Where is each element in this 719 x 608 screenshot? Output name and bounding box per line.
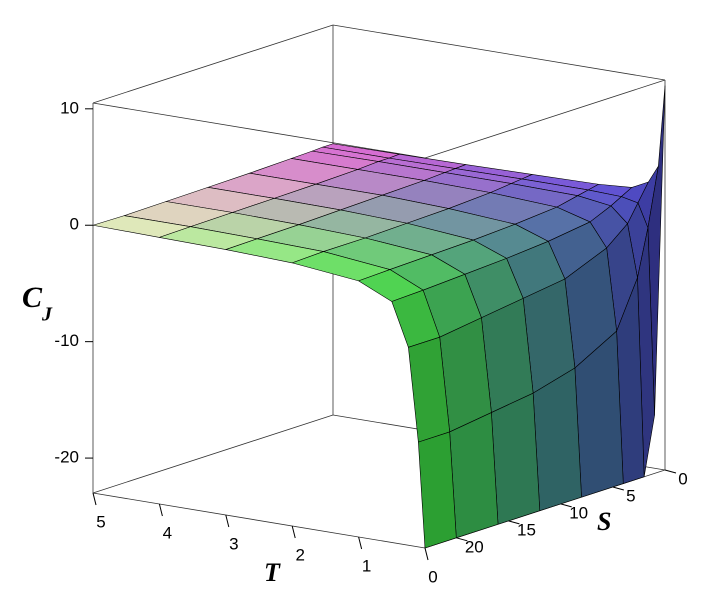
x-tick-label: 3 (229, 534, 238, 553)
box-edge (92, 414, 334, 494)
box-edge (424, 79, 666, 159)
x-tick (225, 514, 230, 528)
surface-patch (532, 367, 582, 511)
y-tick-label: 20 (465, 537, 484, 556)
x-axis-label: T (264, 558, 281, 587)
x-tick-label: 0 (428, 567, 437, 586)
y-tick-label: 5 (626, 486, 635, 505)
x-tick (358, 536, 363, 550)
box-edge (332, 24, 666, 81)
z-axis-label: C (22, 281, 43, 314)
x-tick-label: 4 (163, 523, 172, 542)
z-tick-label: -10 (54, 331, 79, 350)
y-tick (456, 537, 468, 542)
z-tick-label: -20 (54, 448, 79, 467)
y-tick (612, 486, 624, 491)
x-tick-label: 5 (96, 512, 105, 531)
surface-patch (449, 412, 499, 539)
z-tick-label: 0 (70, 215, 79, 234)
z-tick-label: 10 (60, 98, 79, 117)
y-tick-label: 0 (678, 469, 687, 488)
surface-patch (418, 431, 457, 549)
surface-patch (491, 392, 541, 525)
y-tick-label: 10 (569, 503, 588, 522)
box-edge (92, 24, 334, 104)
z-axis-label-subscript: J (41, 304, 53, 326)
x-tick (424, 547, 429, 561)
x-tick-label: 1 (362, 556, 371, 575)
y-tick (560, 503, 572, 508)
box-edge (92, 492, 426, 549)
x-tick (92, 492, 97, 506)
y-tick (664, 469, 677, 474)
y-tick-label: 15 (517, 520, 536, 539)
x-tick (158, 503, 163, 517)
box-edge (92, 102, 426, 159)
x-tick-label: 2 (295, 545, 304, 564)
y-tick (508, 520, 520, 525)
y-axis-label: S (597, 507, 611, 536)
x-tick (291, 525, 296, 539)
